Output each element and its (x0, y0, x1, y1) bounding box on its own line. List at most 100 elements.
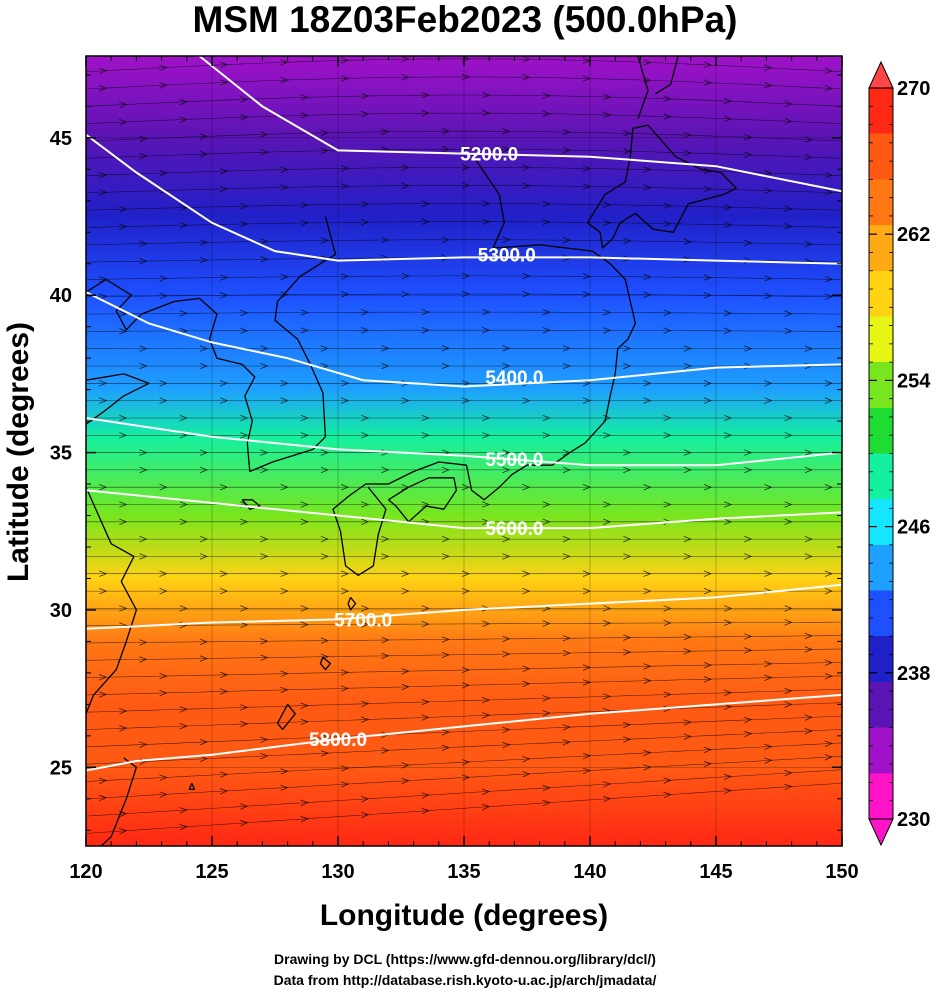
wind-arrow (623, 362, 632, 370)
wind-arrow (300, 501, 309, 508)
y-tick-label: 30 (50, 600, 72, 622)
wind-arrow (784, 310, 793, 317)
wind-arrow (219, 771, 229, 778)
wind-arrow (441, 128, 450, 135)
wind-arrow (643, 663, 652, 670)
wind-arrow (481, 712, 491, 719)
wind-arrow (98, 172, 108, 179)
wind-arrow (340, 291, 350, 298)
wind-arrow (280, 570, 289, 577)
wind-arrow (441, 636, 450, 643)
wind-arrow (441, 236, 450, 243)
wind-arrow (320, 535, 329, 543)
wind-arrow (139, 240, 148, 247)
wind-arrow (663, 95, 672, 102)
wind-arrow (441, 146, 450, 153)
wind-arrow (482, 432, 491, 439)
wind-arrow (723, 787, 733, 795)
wind-arrow (723, 432, 733, 439)
wind-arrow (340, 183, 350, 190)
wind-arrow (99, 587, 108, 595)
wind-arrow (159, 791, 168, 798)
wind-arrow (401, 587, 410, 595)
wind-arrow (340, 570, 350, 577)
wind-arrow (361, 327, 370, 334)
wind-arrow (99, 380, 108, 387)
wind-arrow (663, 691, 672, 698)
wind-arrow (623, 130, 632, 137)
wind-arrow (139, 345, 148, 352)
wind-arrow (340, 587, 350, 595)
wind-arrow (441, 345, 450, 352)
wind-arrow (260, 362, 269, 370)
wind-arrow (361, 219, 370, 226)
wind-arrow (199, 466, 209, 474)
wind-arrow (643, 166, 652, 173)
wind-arrow (562, 535, 571, 543)
wind-arrow (602, 693, 612, 700)
wind-arrow (199, 638, 209, 646)
wind-arrow (119, 605, 128, 612)
wind-arrow (643, 570, 652, 577)
wind-arrow (643, 59, 652, 66)
wind-arrow (300, 621, 309, 628)
wind-arrow (159, 169, 168, 177)
wind-arrow (623, 736, 632, 743)
wind-arrow (764, 743, 773, 750)
wind-arrow (542, 620, 551, 627)
wind-arrow (98, 189, 108, 196)
wind-arrow (744, 633, 753, 640)
contour-label: 5300.0 (478, 245, 536, 266)
wind-arrow (260, 131, 269, 138)
wind-arrow (703, 587, 713, 595)
wind-arrow (804, 728, 813, 735)
wind-arrow (461, 484, 471, 491)
wind-arrow (381, 128, 390, 135)
wind-arrow (643, 380, 652, 387)
wind-arrow (502, 553, 511, 560)
wind-arrow (562, 724, 571, 731)
wind-arrow (199, 553, 209, 560)
wind-arrow (381, 345, 390, 352)
wind-arrow (522, 290, 531, 298)
wind-arrow (562, 650, 571, 657)
wind-arrow (421, 308, 430, 316)
wind-arrow (723, 689, 733, 696)
wind-arrow (300, 702, 309, 709)
wind-arrow (260, 466, 269, 474)
wind-arrow (824, 659, 833, 666)
wind-arrow (784, 414, 793, 422)
wind-arrow (522, 680, 531, 688)
wind-arrow (219, 570, 229, 577)
wind-arrow (824, 484, 833, 491)
wind-arrow (441, 466, 450, 474)
contour-label: 5700.0 (334, 610, 392, 631)
wind-arrow (361, 110, 370, 118)
wind-arrow (643, 749, 652, 757)
wind-arrow (461, 397, 471, 404)
wind-arrow (663, 605, 672, 612)
contour-line (86, 133, 842, 265)
wind-arrow (240, 220, 249, 228)
wind-arrow (219, 671, 229, 679)
wind-arrow (582, 291, 592, 298)
wind-arrow (240, 621, 249, 629)
wind-arrow (643, 764, 652, 771)
wind-arrow (179, 501, 188, 508)
wind-arrow (219, 274, 229, 281)
wind-arrow (119, 101, 128, 108)
x-tick-label: 150 (825, 861, 858, 883)
wind-arrow (361, 414, 370, 422)
streamline (86, 648, 842, 661)
wind-arrow (401, 397, 410, 404)
coastline (387, 477, 458, 523)
wind-arrow (320, 466, 329, 474)
wind-arrow (703, 61, 713, 68)
wind-arrow (401, 570, 410, 577)
wind-arrow (542, 784, 551, 792)
wind-arrow (703, 185, 713, 193)
contour-line (198, 56, 842, 193)
wind-arrow (542, 518, 551, 525)
wind-arrow (361, 621, 370, 628)
wind-arrow (582, 75, 592, 82)
